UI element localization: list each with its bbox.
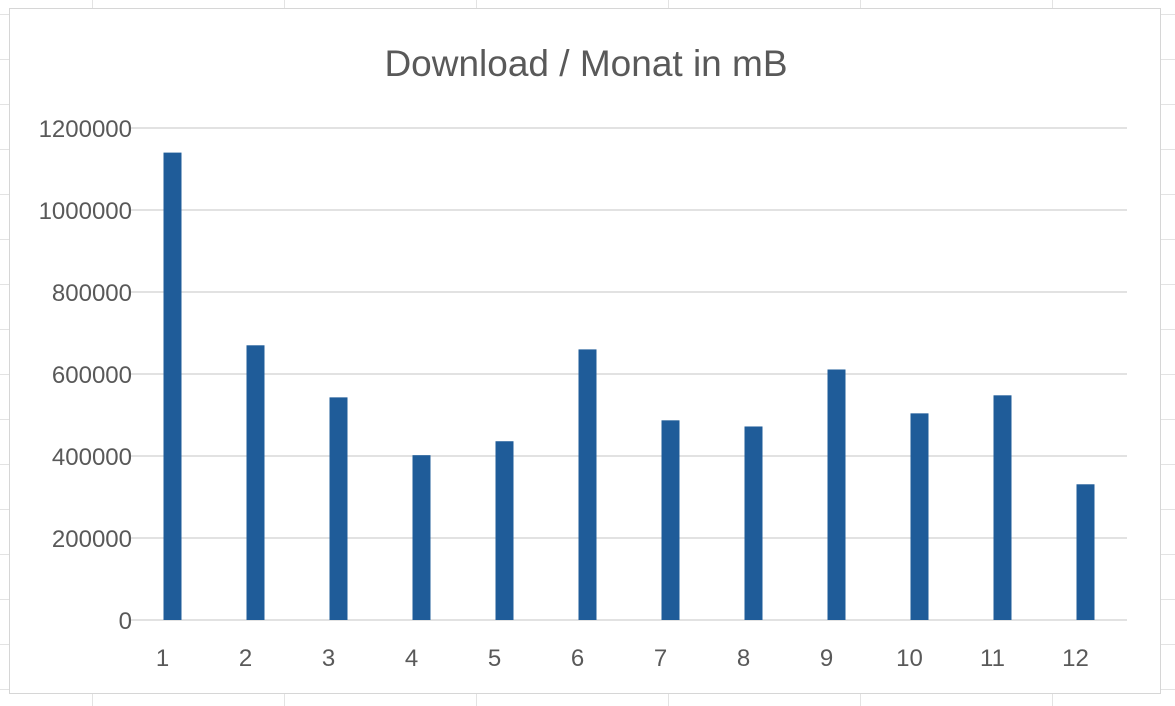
bar-chart: Download / Monat in mB 0 200000 400000 6000…: [39, 43, 1127, 672]
y-tick-label: 200000: [52, 526, 132, 553]
bar-1[interactable]: [163, 152, 182, 620]
bar-8[interactable]: [744, 426, 763, 620]
y-tick-label: 1000000: [39, 198, 132, 225]
y-tick-label: 1200000: [39, 116, 132, 143]
x-tick-label: 12: [1062, 645, 1089, 672]
x-tick-label: 11: [980, 645, 1005, 672]
x-tick-label: 3: [322, 645, 335, 672]
bar-5[interactable]: [495, 441, 514, 620]
bar-9[interactable]: [827, 369, 846, 620]
y-tick-label: 600000: [52, 362, 132, 389]
x-tick-label: 9: [820, 645, 833, 672]
bar-11[interactable]: [993, 395, 1012, 620]
x-tick-label: 4: [405, 645, 418, 672]
bars: [163, 152, 1095, 620]
bar-6[interactable]: [578, 349, 597, 620]
y-tick-label: 0: [119, 608, 132, 635]
x-tick-label: 7: [654, 645, 667, 672]
x-tick-label: 8: [737, 645, 750, 672]
chart-area[interactable]: Download / Monat in mB 0 200000 400000 6000…: [9, 8, 1161, 694]
x-tick-label: 1: [156, 645, 169, 672]
bar-4[interactable]: [412, 455, 431, 620]
bar-3[interactable]: [329, 397, 348, 620]
chart-title: Download / Monat in mB: [384, 43, 787, 84]
y-tick-label: 800000: [52, 280, 132, 307]
x-tick-label: 10: [896, 645, 923, 672]
x-tick-label: 6: [571, 645, 584, 672]
bar-2[interactable]: [246, 345, 265, 620]
bar-7[interactable]: [661, 420, 680, 620]
x-tick-label: 5: [488, 645, 501, 672]
x-tick-label: 2: [239, 645, 252, 672]
x-axis-tick-labels: 1 2 3 4 5 6 7 8 9 10 11 12: [156, 645, 1089, 672]
bar-10[interactable]: [910, 413, 929, 620]
y-tick-label: 400000: [52, 444, 132, 471]
y-axis-tick-labels: 0 200000 400000 600000 800000 1000000 1200000: [39, 116, 132, 635]
bar-12[interactable]: [1076, 484, 1095, 620]
gridlines: [131, 127, 1127, 621]
